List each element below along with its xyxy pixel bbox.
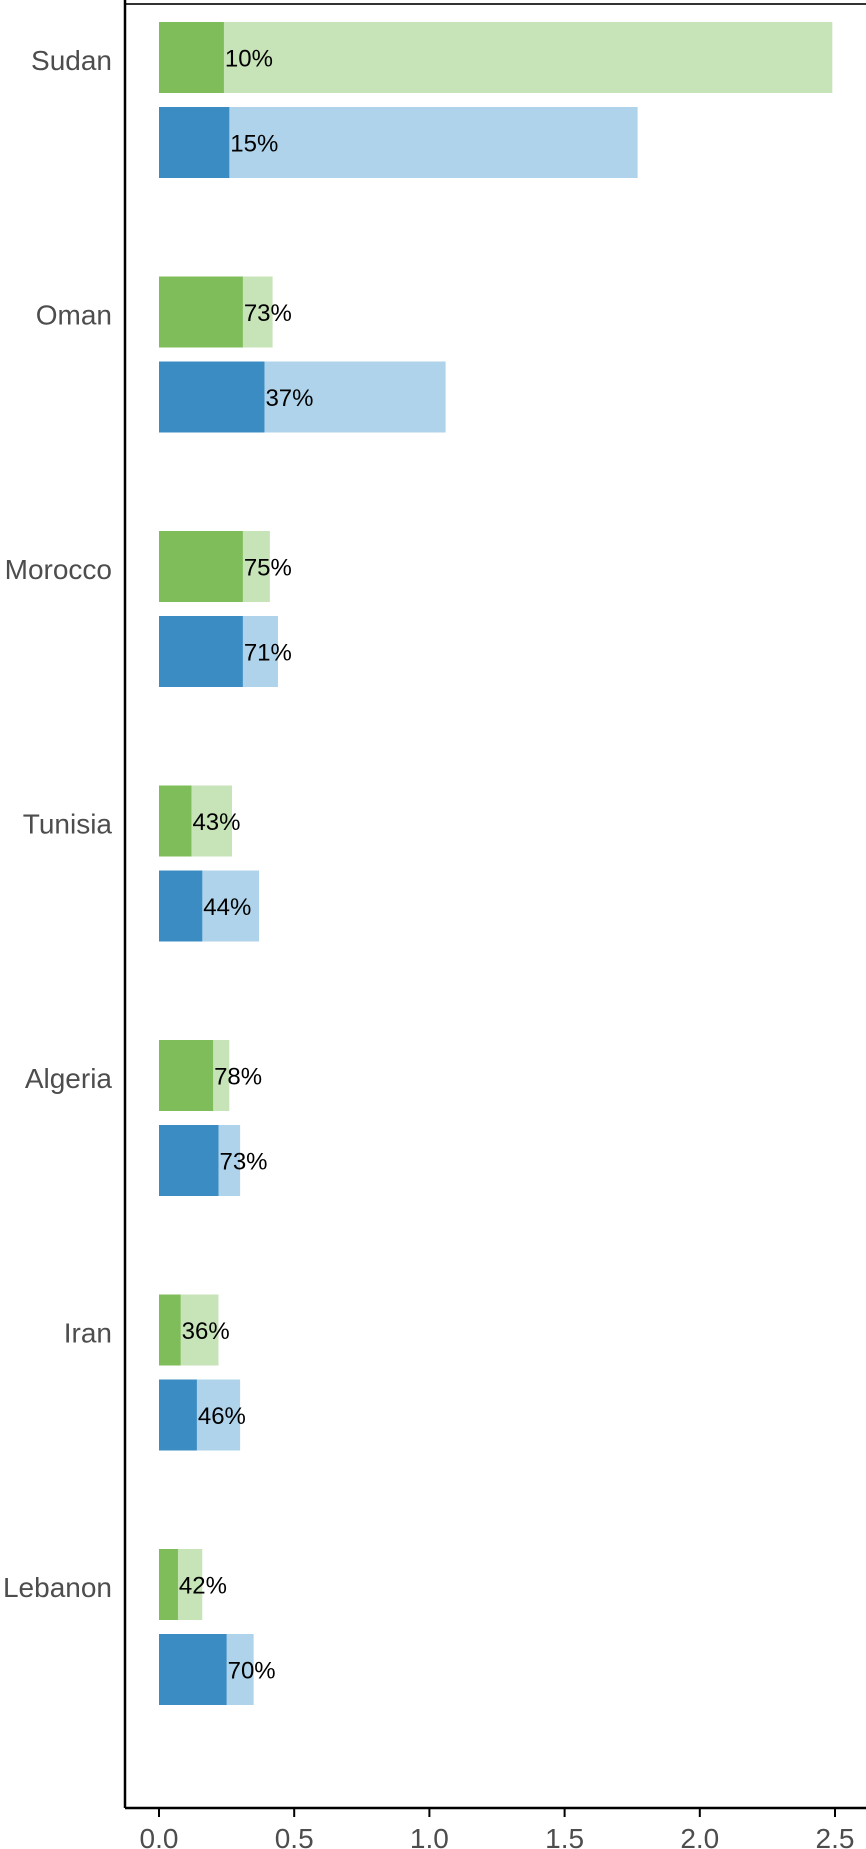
- bar-part-s2-algeria: [159, 1125, 219, 1196]
- x-tick-label-3: 1.5: [545, 1823, 584, 1849]
- category-label-sudan: Sudan: [31, 45, 112, 76]
- bar-part-s2-tunisia: [159, 870, 203, 942]
- bars-layer: [159, 22, 833, 1705]
- category-label-lebanon: Lebanon: [3, 1572, 112, 1603]
- bar-part-s2-oman: [159, 361, 265, 433]
- x-axis-ticks: 0.0 0.5 1.0 1.5 2.0 2.5: [140, 1808, 855, 1849]
- data-label-s2-iran: 46%: [198, 1403, 246, 1430]
- bar-total-s1-sudan: [159, 22, 833, 93]
- bar-part-s1-sudan: [159, 22, 224, 93]
- bar-part-s1-iran: [159, 1294, 181, 1366]
- bar-part-s2-iran: [159, 1379, 197, 1451]
- bar-part-s1-tunisia: [159, 785, 192, 857]
- data-label-s2-morocco: 71%: [244, 640, 292, 667]
- bar-part-s1-morocco: [159, 531, 243, 602]
- labels-layer: Sudan 10% 15% Oman 73% 37% Morocco 75% 71% Tunisi…: [3, 45, 314, 1685]
- category-label-iran: Iran: [64, 1318, 112, 1349]
- data-label-s2-lebanon: 70%: [228, 1658, 276, 1685]
- data-label-s2-oman: 37%: [265, 385, 313, 412]
- category-label-oman: Oman: [36, 300, 112, 331]
- bar-total-s2-sudan: [159, 107, 638, 178]
- category-label-tunisia: Tunisia: [23, 809, 113, 840]
- data-label-s1-algeria: 78%: [214, 1064, 262, 1091]
- bar-part-s1-oman: [159, 276, 243, 348]
- data-label-s1-iran: 36%: [182, 1318, 230, 1345]
- category-label-algeria: Algeria: [25, 1063, 113, 1094]
- data-label-s1-sudan: 10%: [225, 46, 273, 73]
- x-tick-label-5: 2.5: [816, 1823, 855, 1849]
- data-label-s1-tunisia: 43%: [192, 809, 240, 836]
- bar-part-s2-lebanon: [159, 1634, 227, 1705]
- data-label-s1-oman: 73%: [244, 300, 292, 327]
- bar-part-s1-algeria: [159, 1040, 214, 1111]
- bar-part-s2-morocco: [159, 616, 243, 687]
- data-label-s1-morocco: 75%: [244, 555, 292, 582]
- category-label-morocco: Morocco: [5, 554, 112, 585]
- x-tick-label-4: 2.0: [680, 1823, 719, 1849]
- x-tick-label-1: 0.5: [275, 1823, 314, 1849]
- data-label-s1-lebanon: 42%: [179, 1573, 227, 1600]
- x-tick-label-0: 0.0: [140, 1823, 179, 1849]
- bar-part-s1-lebanon: [159, 1549, 178, 1620]
- data-label-s2-sudan: 15%: [230, 131, 278, 158]
- data-label-s2-algeria: 73%: [219, 1149, 267, 1176]
- x-tick-label-2: 1.0: [410, 1823, 449, 1849]
- data-label-s2-tunisia: 44%: [203, 894, 251, 921]
- bar-part-s2-sudan: [159, 107, 230, 178]
